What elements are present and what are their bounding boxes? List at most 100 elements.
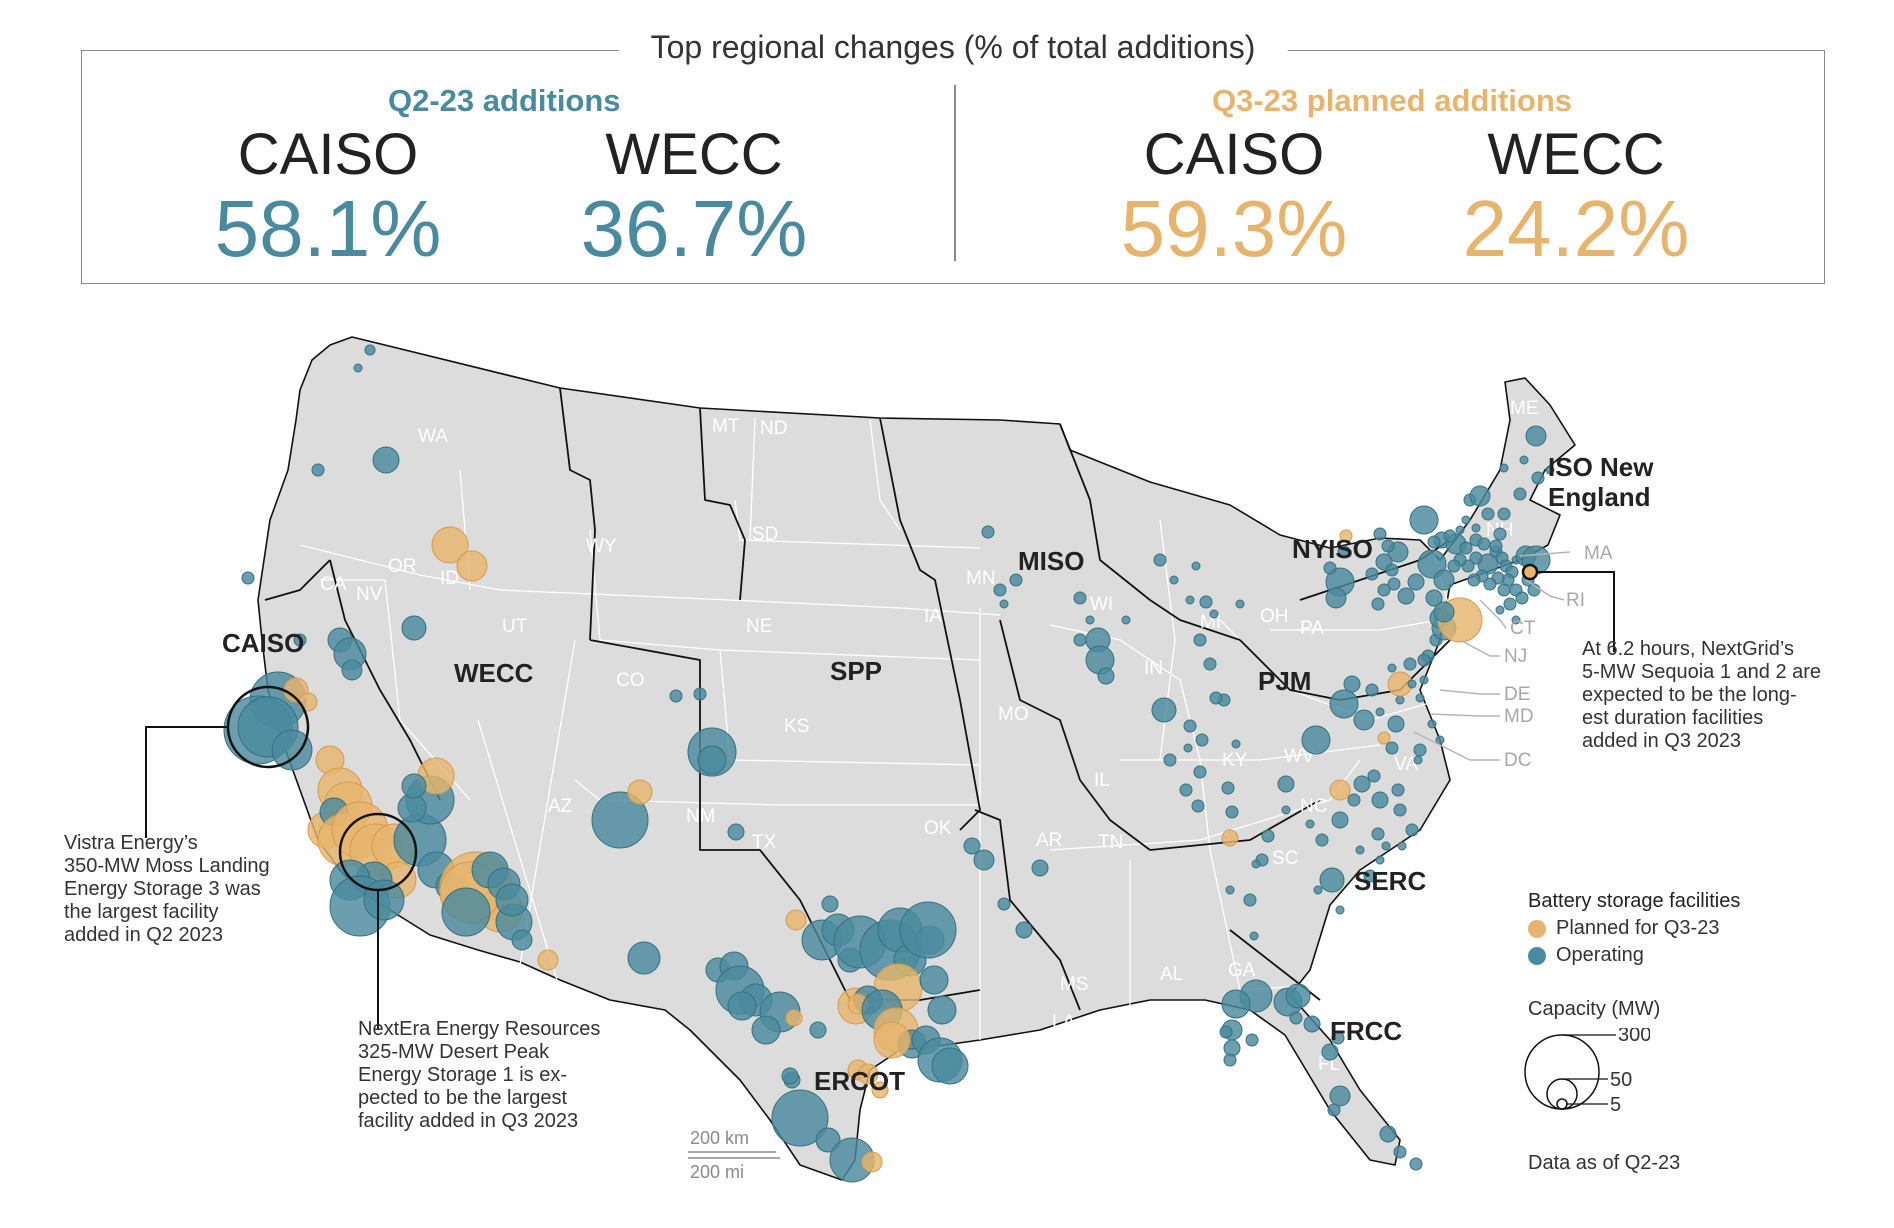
- operating-facility-marker: [271, 729, 313, 771]
- operating-facility-marker: [241, 571, 255, 585]
- region-label-iso-ne-2: England: [1548, 482, 1651, 512]
- operating-facility-marker: [1015, 921, 1033, 939]
- operating-facility-marker: [1403, 657, 1417, 671]
- operating-facility-marker: [1397, 841, 1407, 851]
- operating-facility-marker: [1381, 841, 1391, 851]
- outside-labels: MA RI CT NJ DE MD DC: [1504, 543, 1613, 771]
- state-label: OK: [924, 818, 952, 839]
- operating-facility-marker: [1225, 885, 1235, 895]
- operating-facility-marker: [1329, 1085, 1351, 1107]
- capacity-label: 300: [1618, 1028, 1650, 1046]
- operating-facility-marker: [1191, 561, 1201, 571]
- operating-facility-marker: [1477, 537, 1491, 551]
- operating-facility-marker: [1355, 845, 1365, 855]
- operating-facility-marker: [1153, 553, 1167, 567]
- operating-facility-marker: [1223, 1039, 1241, 1057]
- annotation-nextgrid: At 6.2 hours, NextGrid’s 5-MW Sequoia 1 …: [1582, 638, 1822, 752]
- stat-name: CAISO: [1143, 122, 1325, 187]
- operating-facility-marker: [1319, 867, 1345, 893]
- operating-facility-marker: [1303, 1015, 1321, 1033]
- operating-facility-marker: [1395, 695, 1405, 705]
- operating-facility-marker: [1385, 563, 1399, 577]
- operating-facility-marker: [1545, 465, 1555, 475]
- operating-facility-marker: [1193, 765, 1207, 779]
- state-label: MT: [712, 416, 740, 437]
- region-label: CAISO: [222, 628, 304, 658]
- operating-swatch: [1528, 946, 1546, 965]
- operating-facility-marker: [1225, 805, 1239, 819]
- state-label: IN: [1144, 658, 1163, 679]
- capacity-legend: 300 50 5: [1524, 1028, 1650, 1116]
- operating-facility-marker: [1443, 529, 1457, 543]
- operating-facility-marker: [1365, 683, 1379, 697]
- sequoia-highlight: [1521, 563, 1539, 581]
- operating-facility-marker: [364, 344, 376, 356]
- legend-item-operating: Operating: [1528, 944, 1828, 967]
- operating-facility-marker: [1467, 573, 1481, 587]
- operating-facility-marker: [372, 446, 400, 474]
- state-label: NM: [686, 806, 716, 827]
- q2-stat-caiso: CAISO 58.1%: [148, 123, 508, 271]
- operating-facility-marker: [809, 1021, 827, 1039]
- operating-facility-marker: [997, 897, 1011, 911]
- operating-facility-marker: [1483, 577, 1497, 591]
- operating-facility-marker: [1285, 983, 1311, 1009]
- state-label: AZ: [548, 796, 573, 817]
- state-label: OR: [388, 556, 417, 577]
- state-label: PA: [1300, 618, 1324, 639]
- operating-facility-marker: [1375, 707, 1385, 717]
- state-label: AL: [1160, 964, 1183, 985]
- operating-facility-marker: [1379, 1125, 1397, 1143]
- region-label: NYISO: [1292, 534, 1373, 564]
- q3-stat-wecc: WECC 24.2%: [1396, 123, 1756, 271]
- operating-facility-marker: [1335, 905, 1345, 915]
- operating-facility-marker: [1325, 587, 1347, 609]
- state-label: LA: [1052, 1012, 1076, 1033]
- facility-markers: [223, 344, 1555, 1183]
- operating-facility-marker: [401, 773, 427, 799]
- operating-facility-marker: [1409, 505, 1439, 535]
- stat-value: 58.1%: [214, 184, 442, 273]
- state-label: TN: [1098, 832, 1123, 853]
- annotation-desert-peak: NextEra Energy Resources 325-MW Desert P…: [358, 1018, 601, 1132]
- state-label: ND: [760, 418, 787, 439]
- operating-facility-marker: [1469, 551, 1483, 565]
- operating-facility-marker: [993, 583, 1007, 597]
- state-label: IA: [924, 606, 942, 627]
- operating-facility-marker: [1413, 755, 1423, 765]
- operating-facility-marker: [1219, 1025, 1233, 1039]
- operating-facility-marker: [1435, 735, 1445, 745]
- outside-state-label: DC: [1504, 750, 1531, 771]
- operating-facility-marker: [1329, 689, 1359, 719]
- planned-facility-marker: [1377, 731, 1391, 745]
- operating-facility-marker: [751, 1015, 781, 1045]
- operating-facility-marker: [441, 887, 491, 937]
- state-label: MO: [998, 704, 1029, 725]
- operating-facility-marker: [1221, 781, 1235, 795]
- operating-facility-marker: [1433, 601, 1455, 623]
- operating-facility-marker: [1121, 615, 1131, 625]
- operating-facility-marker: [1203, 657, 1217, 671]
- q3-stat-caiso: CAISO 59.3%: [1054, 123, 1414, 271]
- state-label: NE: [746, 616, 772, 637]
- legend-label: Operating: [1556, 944, 1644, 966]
- summary-panel: Top regional changes (% of total additio…: [81, 29, 1825, 284]
- operating-facility-marker: [591, 791, 649, 849]
- operating-facility-marker: [1249, 931, 1259, 941]
- planned-facility-marker: [1329, 779, 1351, 801]
- operating-facility-marker: [1289, 1011, 1303, 1025]
- operating-facility-marker: [1371, 597, 1385, 611]
- operating-facility-marker: [293, 633, 307, 647]
- capacity-circle-300: [1524, 1034, 1600, 1110]
- operating-facility-marker: [1151, 697, 1177, 723]
- operating-facility-marker: [1343, 675, 1361, 693]
- state-label: NV: [356, 584, 383, 605]
- operating-facility-marker: [1277, 775, 1295, 793]
- operating-facility-marker: [693, 687, 707, 701]
- operating-facility-marker: [1209, 691, 1223, 705]
- legend-label: Planned for Q3-23: [1556, 917, 1720, 939]
- operating-facility-marker: [1235, 599, 1245, 609]
- legend-title: Battery storage facilities: [1528, 890, 1741, 912]
- operating-facility-marker: [1515, 591, 1529, 605]
- operating-facility-marker: [927, 995, 957, 1025]
